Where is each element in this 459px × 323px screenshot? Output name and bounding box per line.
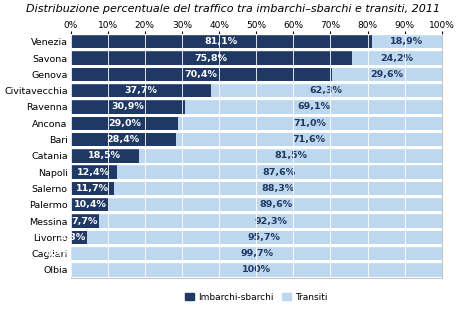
Bar [71,149,139,162]
Text: 100%: 100% [242,266,271,275]
Bar [71,198,442,212]
Bar [71,231,87,244]
Text: 10,4%: 10,4% [73,200,106,209]
Bar [71,84,211,97]
Bar [71,133,442,146]
Text: Distribuzione percentuale del traffico tra imbarchi–sbarchi e transiti, 2011: Distribuzione percentuale del traffico t… [26,4,440,14]
Text: 71,0%: 71,0% [294,119,326,128]
Text: 29,0%: 29,0% [108,119,141,128]
Bar [71,247,442,260]
Text: 81,5%: 81,5% [274,151,307,161]
Text: 92,3%: 92,3% [254,216,287,225]
Bar [71,263,442,276]
Text: 87,6%: 87,6% [263,168,296,177]
Bar [71,35,442,48]
Text: 29,6%: 29,6% [370,70,403,79]
Text: 70,4%: 70,4% [185,70,218,79]
Bar [71,68,442,81]
Text: 37,7%: 37,7% [124,86,157,95]
Text: 69,1%: 69,1% [297,102,330,111]
Bar [71,165,442,179]
Text: 24,2%: 24,2% [381,54,414,63]
Bar [71,100,442,114]
Text: 89,6%: 89,6% [259,200,292,209]
Bar [71,231,442,244]
Text: 81,1%: 81,1% [205,37,238,46]
Text: 28,4%: 28,4% [107,135,140,144]
Bar [71,51,442,65]
Text: 75,8%: 75,8% [195,54,228,63]
Text: 0,3%: 0,3% [45,249,71,258]
Text: 18,9%: 18,9% [390,37,423,46]
Text: 12,4%: 12,4% [77,168,110,177]
Bar [71,35,372,48]
Legend: Imbarchi-sbarchi, Transiti: Imbarchi-sbarchi, Transiti [181,289,331,305]
Bar [71,51,352,65]
Text: 88,3%: 88,3% [261,184,295,193]
Text: 30,9%: 30,9% [112,102,144,111]
Text: 4,3%: 4,3% [59,233,85,242]
Text: 18,5%: 18,5% [89,151,122,161]
Bar [71,117,442,130]
Text: 95,7%: 95,7% [248,233,280,242]
Bar [71,133,176,146]
Bar [71,198,109,212]
Bar [71,182,442,195]
Bar [71,214,442,228]
Bar [71,165,117,179]
Bar [71,247,72,260]
Bar [71,68,332,81]
Bar [71,214,99,228]
Text: 99,7%: 99,7% [241,249,273,258]
Text: 62,3%: 62,3% [310,86,343,95]
Text: 71,6%: 71,6% [292,135,325,144]
Bar [71,149,442,162]
Bar [71,117,178,130]
Bar [71,100,185,114]
Text: 11,7%: 11,7% [76,184,109,193]
Text: 7,7%: 7,7% [72,216,98,225]
Bar [71,182,114,195]
Bar [71,84,442,97]
